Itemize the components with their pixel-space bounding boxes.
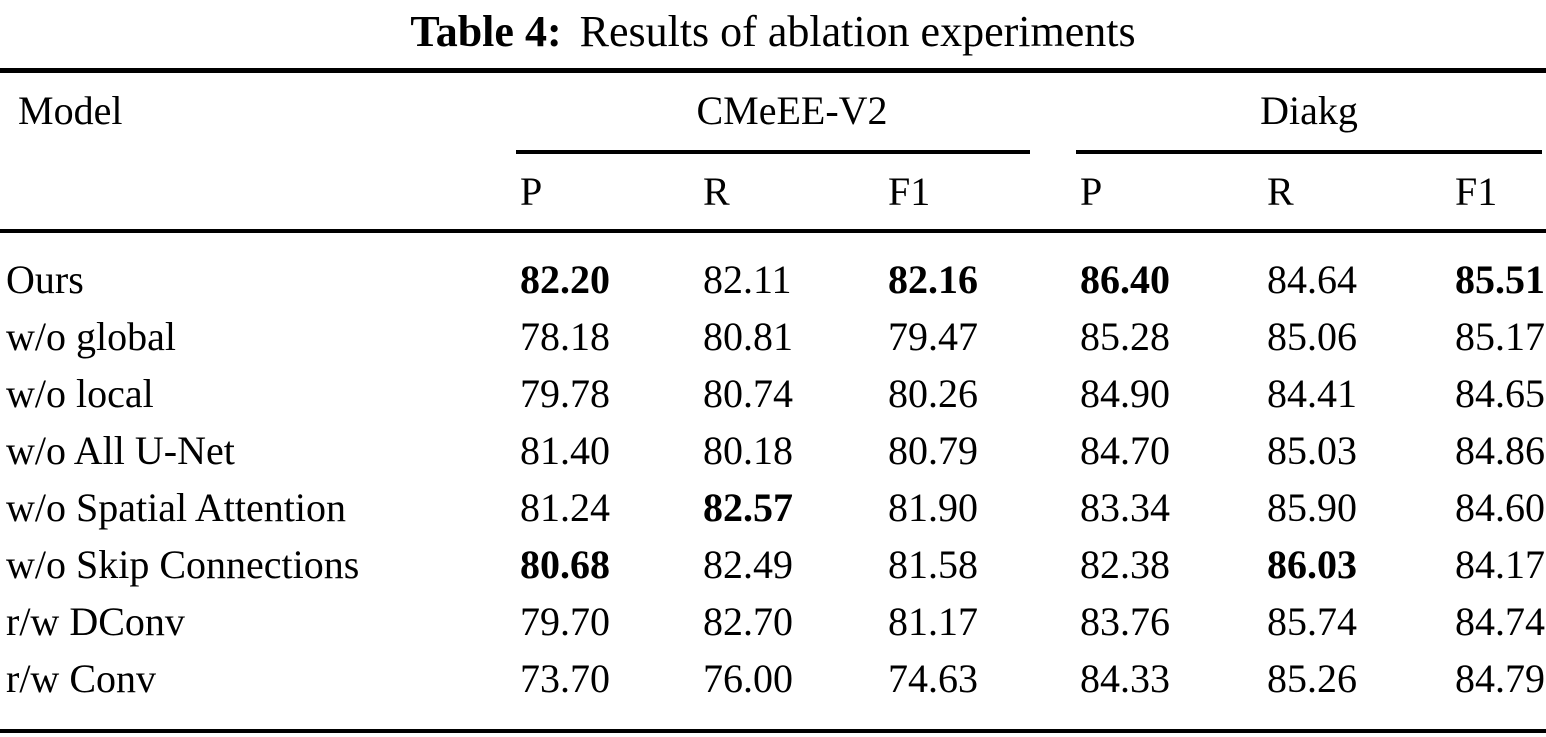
- group-header-cmeee-v2: CMeEE-V2: [696, 88, 888, 133]
- cell-value: 81.58: [888, 541, 978, 587]
- cell-value: 85.17: [1455, 313, 1545, 359]
- row-label: w/o All U-Net: [6, 427, 235, 473]
- cell-value: 84.79: [1455, 655, 1545, 701]
- row-label: w/o global: [6, 313, 176, 359]
- cell-value: 86.40: [1080, 256, 1170, 302]
- table-caption: Table 4: Results of ablation experiments: [0, 0, 1546, 72]
- cell-value: 85.26: [1267, 655, 1357, 701]
- row-label: w/o Skip Connections: [6, 541, 360, 587]
- cell-value: 85.51: [1455, 256, 1545, 302]
- cell-value: 80.68: [520, 541, 610, 587]
- row-label: r/w DConv: [6, 598, 185, 644]
- cell-value: 85.90: [1267, 484, 1357, 530]
- table-bottom-rule: [0, 729, 1546, 733]
- cell-value: 84.74: [1455, 598, 1545, 644]
- cell-value: 84.70: [1080, 427, 1170, 473]
- column-header-cmeee-f1: F1: [888, 168, 931, 214]
- cell-value: 82.38: [1080, 541, 1170, 587]
- row-label: r/w Conv: [6, 655, 156, 701]
- cell-value: 80.79: [888, 427, 978, 473]
- header-gap: [0, 231, 1546, 251]
- ablation-results-table: Model CMeEE-V2 Diakg P R F1 P R F1 Ours …: [0, 70, 1546, 707]
- cell-value: 82.11: [703, 256, 792, 302]
- cell-value: 81.24: [520, 484, 610, 530]
- cell-value: 79.70: [520, 598, 610, 644]
- row-label: w/o local: [6, 370, 154, 416]
- cell-value: 82.16: [888, 256, 978, 302]
- column-header-cmeee-r: R: [703, 168, 730, 214]
- cell-value: 84.17: [1455, 541, 1545, 587]
- cell-value: 74.63: [888, 655, 978, 701]
- column-header-diakg-r: R: [1267, 168, 1294, 214]
- column-header-cmeee-p: P: [520, 168, 543, 214]
- subheader-spacer: [0, 152, 512, 231]
- cell-value: 84.60: [1455, 484, 1545, 530]
- cell-value: 84.41: [1267, 370, 1357, 416]
- cell-value: 85.28: [1080, 313, 1170, 359]
- cell-value: 84.33: [1080, 655, 1170, 701]
- cell-value: 84.90: [1080, 370, 1170, 416]
- cell-value: 82.57: [703, 484, 793, 530]
- group-header-diakg: Diakg: [1260, 88, 1358, 133]
- cell-value: 85.74: [1267, 598, 1357, 644]
- cell-value: 83.76: [1080, 598, 1170, 644]
- cell-value: 83.34: [1080, 484, 1170, 530]
- cell-value: 79.47: [888, 313, 978, 359]
- cell-value: 85.03: [1267, 427, 1357, 473]
- cell-value: 76.00: [703, 655, 793, 701]
- cell-value: 80.18: [703, 427, 793, 473]
- column-header-model: Model: [18, 88, 123, 133]
- column-header-diakg-f1: F1: [1455, 168, 1498, 214]
- cell-value: 80.26: [888, 370, 978, 416]
- cell-value: 73.70: [520, 655, 610, 701]
- cell-value: 82.49: [703, 541, 793, 587]
- row-label: Ours: [6, 256, 84, 302]
- cell-value: 80.74: [703, 370, 793, 416]
- cell-value: 78.18: [520, 313, 610, 359]
- cell-value: 80.81: [703, 313, 793, 359]
- cell-value: 86.03: [1267, 541, 1357, 587]
- cell-value: 84.86: [1455, 427, 1545, 473]
- column-header-diakg-p: P: [1080, 168, 1103, 214]
- cell-value: 82.20: [520, 256, 610, 302]
- table-caption-number: Table 4:: [410, 7, 562, 56]
- cell-value: 81.40: [520, 427, 610, 473]
- cmeee-v2-group-rule: [516, 150, 1030, 154]
- cell-value: 79.78: [520, 370, 610, 416]
- cell-value: 81.17: [888, 598, 978, 644]
- cell-value: 82.70: [703, 598, 793, 644]
- table-header-rule: [0, 229, 1546, 233]
- cell-value: 85.06: [1267, 313, 1357, 359]
- table-caption-text: Results of ablation experiments: [579, 7, 1136, 56]
- cell-value: 84.64: [1267, 256, 1357, 302]
- table-top-rule: [0, 68, 1546, 73]
- cell-value: 81.90: [888, 484, 978, 530]
- row-label: w/o Spatial Attention: [6, 484, 346, 530]
- diakg-group-rule: [1076, 150, 1542, 154]
- cell-value: 84.65: [1455, 370, 1545, 416]
